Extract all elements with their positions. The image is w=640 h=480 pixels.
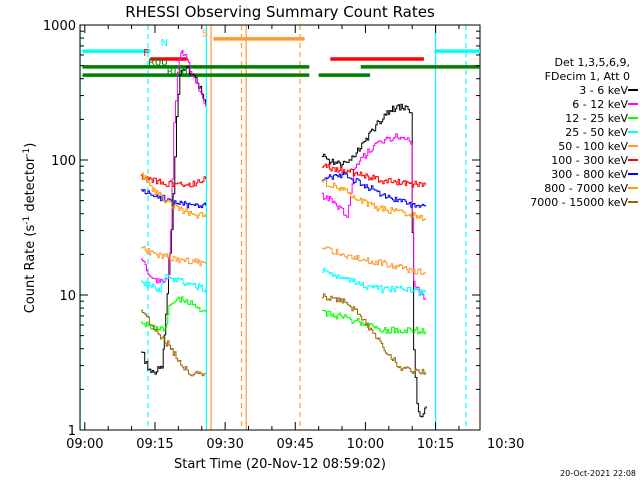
legend-entry-label: 800 - 7000 keV: [544, 182, 628, 195]
legend-entry-label: 25 - 50 keV: [565, 126, 628, 139]
x-axis-ticks: 09:00 09:15 09:30 09:45 10:00 10:15 10:30: [66, 25, 524, 452]
x-tick-label: 10:00: [347, 437, 384, 452]
chart-title: RHESSI Observing Summary Count Rates: [125, 3, 435, 21]
legend-entry-label: 50 - 100 keV: [558, 140, 628, 153]
series-line: [140, 246, 206, 267]
series-line: [321, 267, 426, 296]
series-line: [321, 309, 426, 335]
x-tick-label: 10:15: [417, 437, 454, 452]
timestamp: 20-Oct-2021 22:08: [560, 469, 636, 478]
series-line: [321, 171, 426, 208]
legend: Det 1,3,5,6,9,FDecim 1, Att 03 - 6 keV6 …: [530, 56, 638, 209]
y-tick-label: 100: [51, 154, 76, 169]
legend-header: Det 1,3,5,6,9,: [554, 56, 630, 69]
x-tick-label: 09:45: [277, 437, 314, 452]
series-line: [140, 174, 206, 188]
flag-label: N: [161, 38, 168, 49]
x-tick-label: 09:30: [206, 437, 243, 452]
x-axis-label: Start Time (20-Nov-12 08:59:02): [174, 457, 386, 472]
legend-entry-label: 7000 - 15000 keV: [530, 196, 628, 209]
series-line: [140, 189, 206, 209]
series-line: [321, 133, 426, 300]
flag-label: RD6: [167, 66, 188, 77]
flag-bars: [82, 37, 480, 77]
y-axis-label: Count Rate (s-1 detector-1): [22, 143, 38, 314]
legend-entry-label: 100 - 300 keV: [551, 154, 628, 167]
series-line: [140, 309, 206, 377]
plot-area: [79, 24, 481, 431]
x-tick-label: 09:15: [136, 437, 173, 452]
x-tick-label: 10:30: [487, 437, 524, 452]
series-line: [140, 65, 206, 375]
legend-entry-label: 300 - 800 keV: [551, 168, 628, 181]
flag-label: S: [202, 29, 208, 40]
y-tick-label: 1000: [43, 19, 76, 34]
series-line: [321, 293, 426, 375]
series-line: [321, 103, 427, 418]
series-line: [140, 274, 206, 293]
plot-frame: [79, 24, 481, 431]
series-layer: [140, 50, 427, 418]
legend-entry-label: 12 - 25 keV: [565, 112, 628, 125]
y-axis-ticks: 1 10 100 1000: [43, 19, 480, 439]
series-line: [321, 163, 426, 188]
series-line: [321, 246, 426, 275]
flag-label: F: [143, 48, 149, 59]
y-tick-label: 10: [59, 289, 76, 304]
y-tick-label: 1: [68, 424, 76, 439]
x-tick-label: 09:00: [66, 437, 103, 452]
legend-entry-label: 6 - 12 keV: [572, 98, 628, 111]
series-line: [140, 296, 206, 332]
legend-entry-label: 3 - 6 keV: [579, 84, 628, 97]
flag-label: R00: [148, 58, 168, 69]
series-line: [140, 172, 206, 219]
legend-header: FDecim 1, Att 0: [545, 70, 630, 83]
series-line: [140, 50, 206, 284]
series-line: [321, 179, 426, 221]
